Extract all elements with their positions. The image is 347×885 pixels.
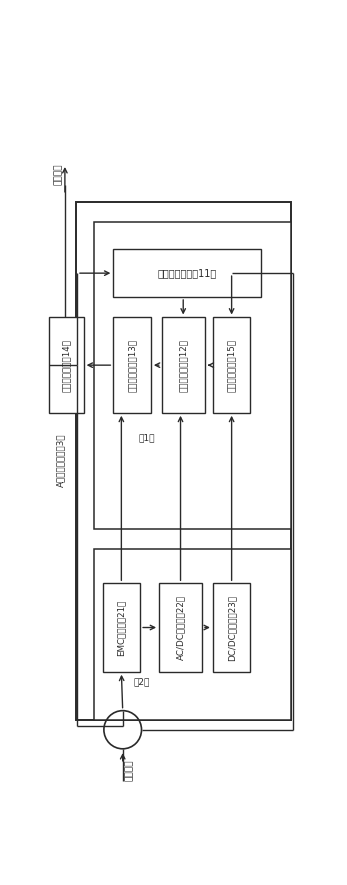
Text: 保护动作单元（13）: 保护动作单元（13）: [128, 339, 137, 392]
Text: DC/DC转换器（23）: DC/DC转换器（23）: [227, 595, 236, 660]
Text: 数据采集单元（11）: 数据采集单元（11）: [158, 268, 217, 278]
FancyBboxPatch shape: [49, 318, 84, 412]
FancyBboxPatch shape: [213, 583, 251, 672]
FancyBboxPatch shape: [94, 222, 291, 528]
Text: A型漏電互感器（3）: A型漏電互感器（3）: [56, 434, 65, 488]
FancyBboxPatch shape: [113, 250, 261, 297]
FancyBboxPatch shape: [162, 318, 205, 412]
FancyBboxPatch shape: [113, 318, 151, 412]
FancyBboxPatch shape: [94, 549, 291, 720]
Text: 执行驱动单元（14）: 执行驱动单元（14）: [62, 339, 71, 392]
Text: （1）: （1）: [139, 434, 155, 442]
Text: （2）: （2）: [133, 678, 150, 687]
FancyBboxPatch shape: [76, 202, 291, 720]
Text: AC/DC转换器（22）: AC/DC转换器（22）: [176, 595, 185, 660]
FancyBboxPatch shape: [103, 583, 140, 672]
FancyBboxPatch shape: [159, 583, 202, 672]
Text: 交流输入: 交流输入: [125, 760, 134, 781]
Text: 数据采集单元（15）: 数据采集单元（15）: [227, 339, 236, 392]
Text: 控制引导单元（12）: 控制引导单元（12）: [179, 339, 188, 392]
Text: EMC滤波器（21）: EMC滤波器（21）: [117, 599, 126, 656]
Text: 交流输出: 交流输出: [54, 164, 63, 185]
FancyBboxPatch shape: [213, 318, 251, 412]
